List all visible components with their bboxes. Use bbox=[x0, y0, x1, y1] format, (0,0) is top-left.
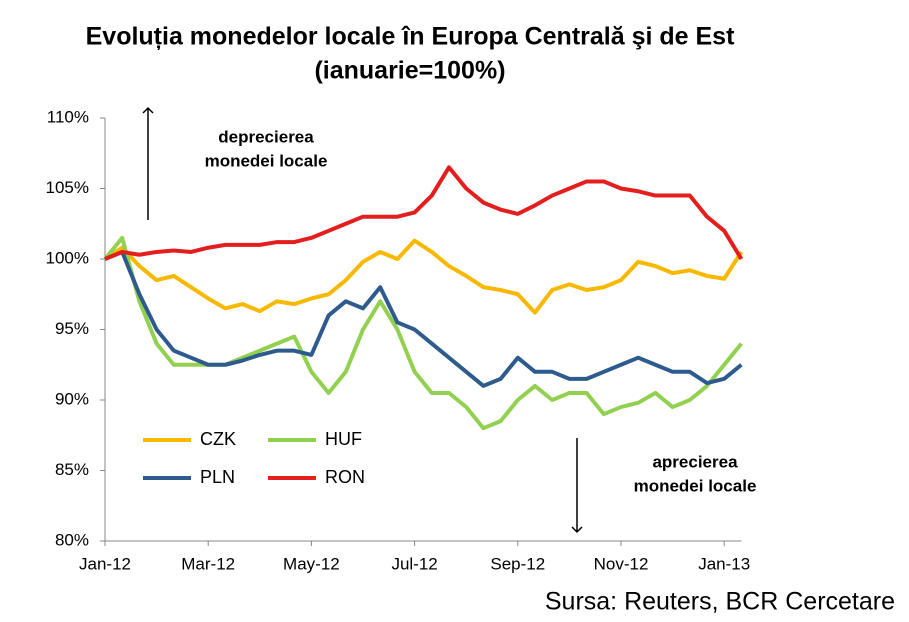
x-tick-label: Jul-12 bbox=[391, 554, 437, 573]
x-tick-label: Nov-12 bbox=[594, 554, 649, 573]
annotation: aprecierea bbox=[652, 452, 738, 471]
y-tick-label: 110% bbox=[47, 107, 89, 126]
legend-label: RON bbox=[325, 467, 365, 487]
source: Sursa: Reuters, BCR Cercetare bbox=[545, 588, 895, 616]
x-tick-label: May-12 bbox=[283, 554, 340, 573]
y-tick-label: 105% bbox=[46, 178, 89, 197]
x-tick-label: Sep-12 bbox=[490, 554, 545, 573]
y-tick-label: 100% bbox=[46, 248, 89, 267]
x-tick-label: Jan-12 bbox=[79, 554, 131, 573]
x-tick-label: Mar-12 bbox=[181, 554, 235, 573]
series-line bbox=[104, 165, 744, 261]
series-line bbox=[104, 249, 743, 388]
series-line bbox=[103, 238, 744, 315]
chart-title: Evoluția monedelor locale în Europa Cent… bbox=[86, 23, 735, 51]
chart-subtitle: (ianuarie=100%) bbox=[314, 57, 505, 85]
x-tick-label: Jan-13 bbox=[698, 554, 750, 573]
annotation: monedei locale bbox=[634, 476, 757, 495]
legend-label: HUF bbox=[325, 429, 362, 449]
series-line bbox=[103, 235, 743, 431]
y-tick-label: 85% bbox=[55, 460, 89, 479]
annotation: monedei locale bbox=[205, 151, 328, 170]
y-tick-label: 80% bbox=[55, 530, 89, 549]
legend-label: PLN bbox=[200, 467, 235, 487]
annotation: deprecierea bbox=[218, 127, 314, 146]
y-tick-label: 90% bbox=[55, 389, 89, 408]
y-tick-label: 95% bbox=[55, 319, 89, 338]
legend-label: CZK bbox=[200, 429, 236, 449]
